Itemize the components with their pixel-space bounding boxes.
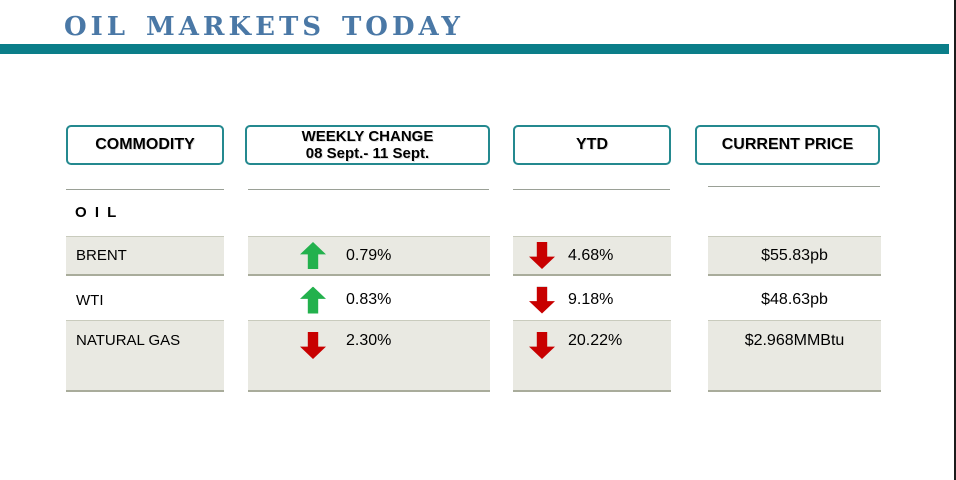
- section-label-oil: O I L: [75, 204, 119, 221]
- title-underline-rule: [0, 44, 949, 54]
- table-row-brent-weekly-change: 0.79%: [248, 236, 490, 276]
- right-edge-border: [954, 0, 956, 480]
- separator-current-price: [708, 186, 880, 187]
- table-row-wti-ytd: 9.18%: [513, 280, 671, 320]
- header-ytd-label: YTD: [576, 135, 608, 153]
- separator-commodity: [66, 189, 224, 190]
- down-arrow-icon: [529, 242, 555, 269]
- commodity-name: NATURAL GAS: [76, 332, 181, 349]
- header-weekly-change-line1: WEEKLY CHANGE: [301, 127, 434, 145]
- separator-weekly-change: [248, 189, 489, 190]
- current-price-value: $2.968MMBtu: [744, 332, 845, 349]
- ytd-value: 9.18%: [568, 291, 614, 308]
- table-row-brent-current-price: $55.83pb: [708, 236, 881, 276]
- up-arrow-icon: [300, 242, 326, 269]
- table-row-wti-commodity: WTI: [66, 280, 224, 320]
- ytd-value: 4.68%: [568, 246, 614, 264]
- down-arrow-icon: [300, 332, 326, 359]
- table-row-natural-gas-commodity: NATURAL GAS: [66, 320, 224, 392]
- table-row-natural-gas-current-price: $2.968MMBtu: [708, 320, 881, 392]
- table-row-brent-commodity: BRENT: [66, 236, 224, 276]
- current-price-value: $48.63pb: [761, 291, 828, 308]
- commodity-name: BRENT: [76, 247, 127, 264]
- header-weekly-change-line2: 08 Sept.- 11 Sept.: [305, 145, 430, 162]
- header-commodity: COMMODITY: [66, 125, 224, 165]
- header-ytd: YTD: [513, 125, 671, 165]
- commodity-name: WTI: [76, 291, 104, 309]
- header-current-price-label: CURRENT PRICE: [721, 135, 854, 153]
- up-arrow-icon: [300, 286, 326, 314]
- down-arrow-icon: [529, 332, 555, 359]
- table-row-wti-weekly-change: 0.83%: [248, 280, 490, 320]
- table-row-brent-ytd: 4.68%: [513, 236, 671, 276]
- table-row-wti-current-price: $48.63pb: [708, 280, 881, 320]
- page-title: Oil markets today: [64, 0, 464, 44]
- header-current-price: CURRENT PRICE: [695, 125, 880, 165]
- weekly-change-value: 2.30%: [346, 332, 392, 349]
- table-row-natural-gas-weekly-change: 2.30%: [248, 320, 490, 392]
- header-weekly-change: WEEKLY CHANGE 08 Sept.- 11 Sept.: [245, 125, 490, 165]
- current-price-value: $55.83pb: [761, 246, 828, 264]
- separator-ytd: [513, 189, 670, 190]
- table-row-natural-gas-ytd: 20.22%: [513, 320, 671, 392]
- header-commodity-label: COMMODITY: [95, 135, 195, 153]
- down-arrow-icon: [529, 286, 555, 314]
- ytd-value: 20.22%: [568, 332, 623, 349]
- weekly-change-value: 0.83%: [346, 291, 392, 308]
- weekly-change-value: 0.79%: [346, 246, 392, 264]
